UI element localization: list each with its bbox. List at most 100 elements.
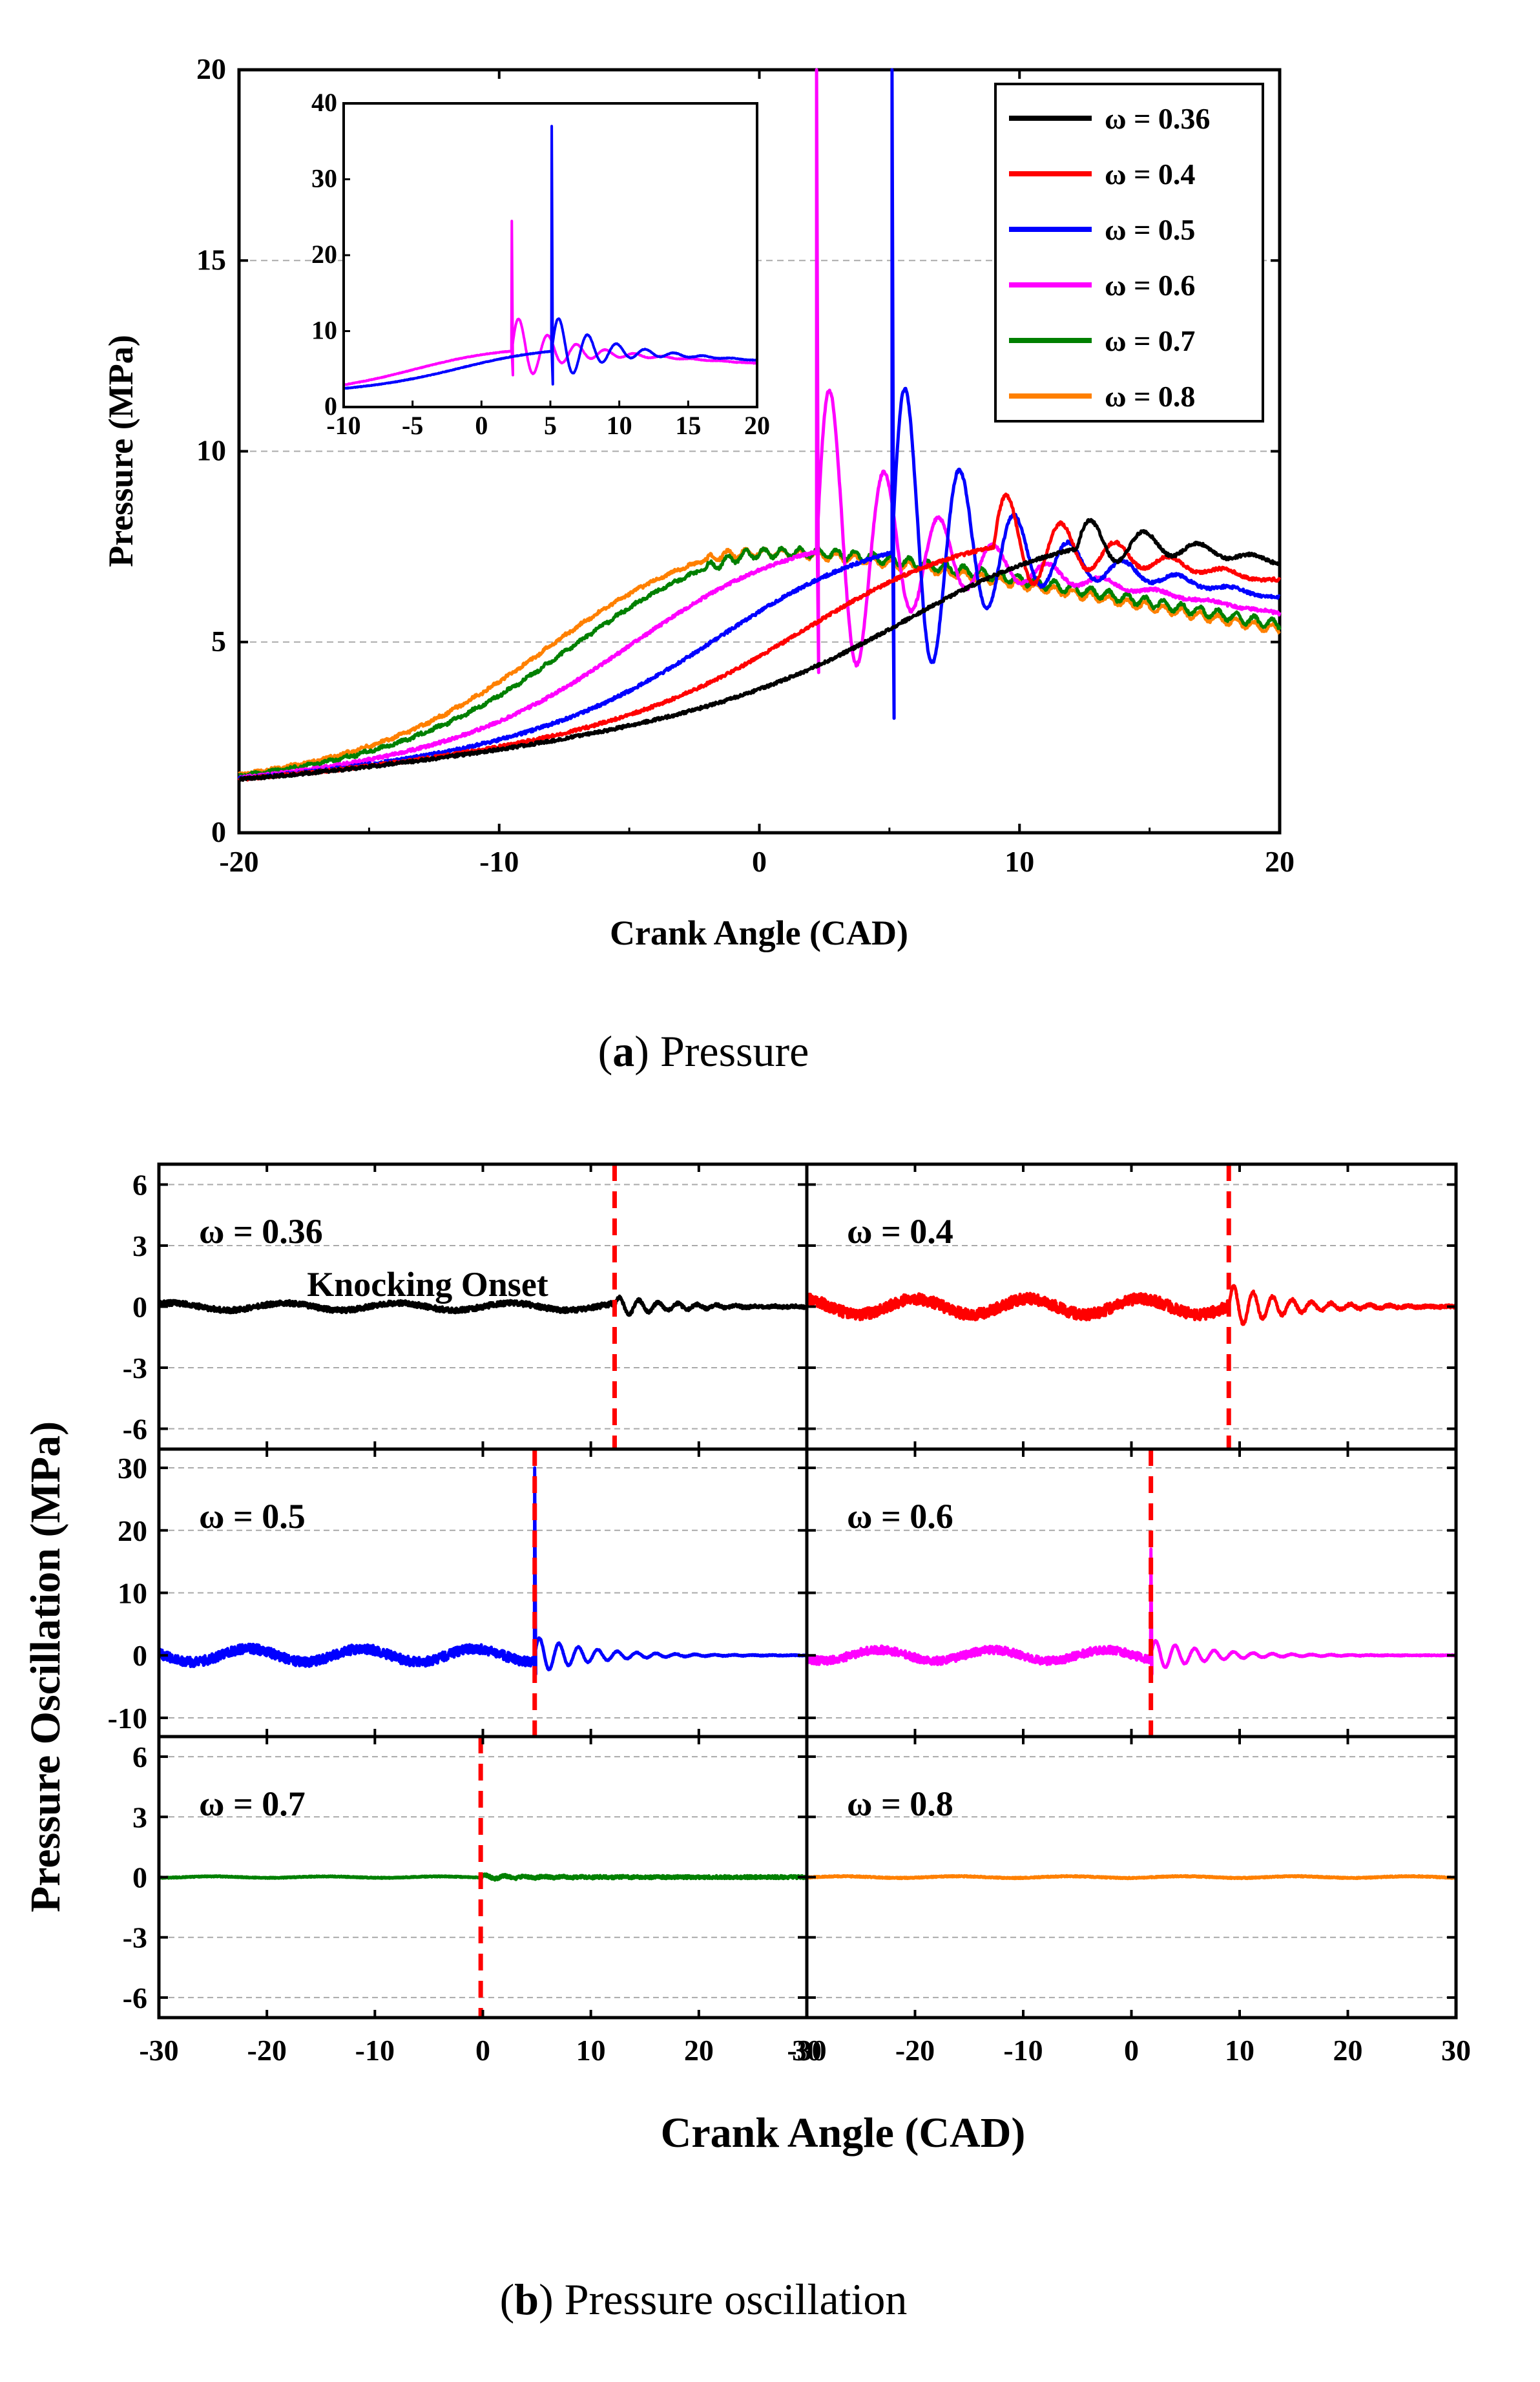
subplot-label-1: ω = 0.4	[847, 1212, 953, 1251]
subplot-label-4: ω = 0.7	[199, 1784, 306, 1823]
panel-b-xtick-label: -30	[139, 2034, 178, 2067]
panel-b-subplot-labels: ω = 0.36 ω = 0.4 ω = 0.5 ω = 0.6 ω = 0.7 ω = …	[199, 1212, 953, 1823]
panel-b-xtick-label: 30	[1441, 2034, 1471, 2067]
legend-label-0.7: ω = 0.7	[1105, 324, 1195, 357]
panel-b-xtick-label: -10	[355, 2034, 395, 2067]
oscillation-line-0	[157, 1294, 809, 1317]
panel-b-ytick-label: -3	[123, 1352, 147, 1384]
panel-a-grid	[239, 260, 1280, 643]
inset-xtick-label: -10	[326, 411, 360, 440]
legend-label-0.8: ω = 0.8	[1105, 380, 1195, 413]
inset-ytick-label: 40	[311, 88, 337, 117]
subplot-label-2: ω = 0.5	[199, 1497, 306, 1536]
subplot-label-0: ω = 0.36	[199, 1212, 323, 1251]
panel-a-ytick-label: 20	[196, 52, 226, 85]
legend-label-0.6: ω = 0.6	[1105, 269, 1195, 302]
pressure-line-0.6	[238, 68, 1282, 781]
caption-b: (b) Pressure oscillation	[500, 2275, 908, 2324]
panel-a-ytick-label: 5	[211, 625, 226, 658]
legend-label-0.4: ω = 0.4	[1105, 158, 1195, 191]
inset-line-0.5	[342, 125, 758, 390]
pressure-line-0.36	[238, 517, 1281, 782]
panel-b-ytick-label: 6	[132, 1740, 147, 1773]
panel-b-series	[157, 1284, 1458, 1882]
panel-b-xtick-label: 20	[1333, 2034, 1363, 2067]
caption-b-text: Pressure oscillation	[565, 2275, 908, 2324]
panel-b-ytick-label: -3	[123, 1921, 147, 1954]
caption-b-label: b	[514, 2275, 539, 2324]
inset-ytick-label: 20	[311, 240, 337, 269]
oscillation-line-5	[806, 1874, 1458, 1881]
panel-a-xtick-label: 20	[1265, 845, 1295, 878]
inset-xtick-label: 10	[607, 411, 632, 440]
subplot-label-3: ω = 0.6	[847, 1497, 953, 1536]
panel-b-xtick-label: -20	[247, 2034, 287, 2067]
knocking-onset-annotation: Knocking Onset	[307, 1265, 548, 1304]
inset-ytick-label: 10	[311, 316, 337, 345]
panel-a-ytick-label: 0	[211, 815, 226, 848]
inset-ytick-label: 30	[311, 164, 337, 193]
inset-xtick-label: 20	[744, 411, 770, 440]
pressure-line-0.7	[238, 545, 1282, 778]
inset-chart: 0 10 20 30 40 -10 -5 0 5 10 15 20	[311, 88, 770, 440]
panel-a-ytick-label: 15	[196, 243, 226, 276]
panel-b-ytick-label: 10	[118, 1577, 147, 1610]
panel-b-ytick-label: 0	[132, 1291, 147, 1324]
panel-a-xlabel: Crank Angle (CAD)	[610, 914, 908, 952]
panel-b-ytick-label: 0	[132, 1639, 147, 1672]
panel-a-xtick-label: 0	[752, 845, 767, 878]
caption-a: (a) Pressure	[598, 1027, 809, 1076]
oscillation-line-3	[805, 1547, 1457, 1676]
panel-b-ytick-label: 3	[132, 1801, 147, 1834]
legend-label-0.36: ω = 0.36	[1105, 102, 1210, 135]
legend-label-0.5: ω = 0.5	[1105, 213, 1195, 246]
panel-a-xtick-label: -20	[219, 845, 258, 878]
panel-b-xtick-label: 10	[1225, 2034, 1254, 2067]
panel-b-ytick-label: -6	[123, 1981, 147, 2014]
panel-b-xtick-label: 10	[576, 2034, 606, 2067]
inset-xtick-label: 5	[544, 411, 557, 440]
caption-a-text: Pressure	[660, 1027, 809, 1076]
panel-b-ytick-label: 0	[132, 1861, 147, 1894]
panel-b-xtick-label: 0	[475, 2034, 490, 2067]
panel-b-ytick-label: 30	[118, 1452, 147, 1485]
legend: ω = 0.36 ω = 0.4 ω = 0.5 ω = 0.6 ω = 0.7 ω = …	[994, 83, 1264, 423]
panel-b-ytick-label: -10	[108, 1702, 147, 1735]
panel-b-onset-lines	[478, 1164, 1231, 2018]
inset-ytick-label: 0	[324, 392, 337, 421]
inset-ticks: 0 10 20 30 40 -10 -5 0 5 10 15 20	[311, 88, 770, 440]
panel-a-series	[237, 68, 1282, 782]
panel-b-ytick-label: 20	[118, 1514, 147, 1547]
panel-b-ylabel: Pressure Oscillation (MPa)	[22, 1421, 69, 1912]
panel-b-xtick-label: -20	[895, 2034, 935, 2067]
panel-b-xlabel: Crank Angle (CAD)	[661, 2109, 1026, 2157]
panel-b-xtick-label: -30	[787, 2034, 826, 2067]
panel-b-xtick-label: -10	[1003, 2034, 1043, 2067]
inset-xtick-label: 15	[675, 411, 701, 440]
panel-b-grid	[159, 1184, 1456, 1998]
panel-a-xtick-label: -10	[479, 845, 519, 878]
panel-b-ytick-label: -6	[123, 1413, 147, 1446]
panel-b-ytick-label: 6	[132, 1169, 147, 1202]
subplot-label-5: ω = 0.8	[847, 1784, 953, 1823]
panel-b-xtick-label: 30	[792, 2034, 822, 2067]
panel-b-ytick-label: 3	[132, 1229, 147, 1262]
pressure-line-0.5	[237, 68, 1281, 781]
panel-a-xtick-label: 10	[1004, 845, 1034, 878]
panel-a-ytick-label: 10	[196, 434, 226, 467]
legend-box	[994, 83, 1264, 423]
inset-xtick-label: 0	[475, 411, 488, 440]
caption-a-label: a	[612, 1027, 634, 1076]
oscillation-line-2	[157, 1466, 809, 1676]
inset-series	[342, 125, 758, 390]
panel-b-xtick-label: 0	[1124, 2034, 1139, 2067]
panel-b-xtick-label: 20	[684, 2034, 714, 2067]
inset-xtick-label: -5	[402, 411, 423, 440]
oscillation-line-1	[805, 1284, 1458, 1326]
